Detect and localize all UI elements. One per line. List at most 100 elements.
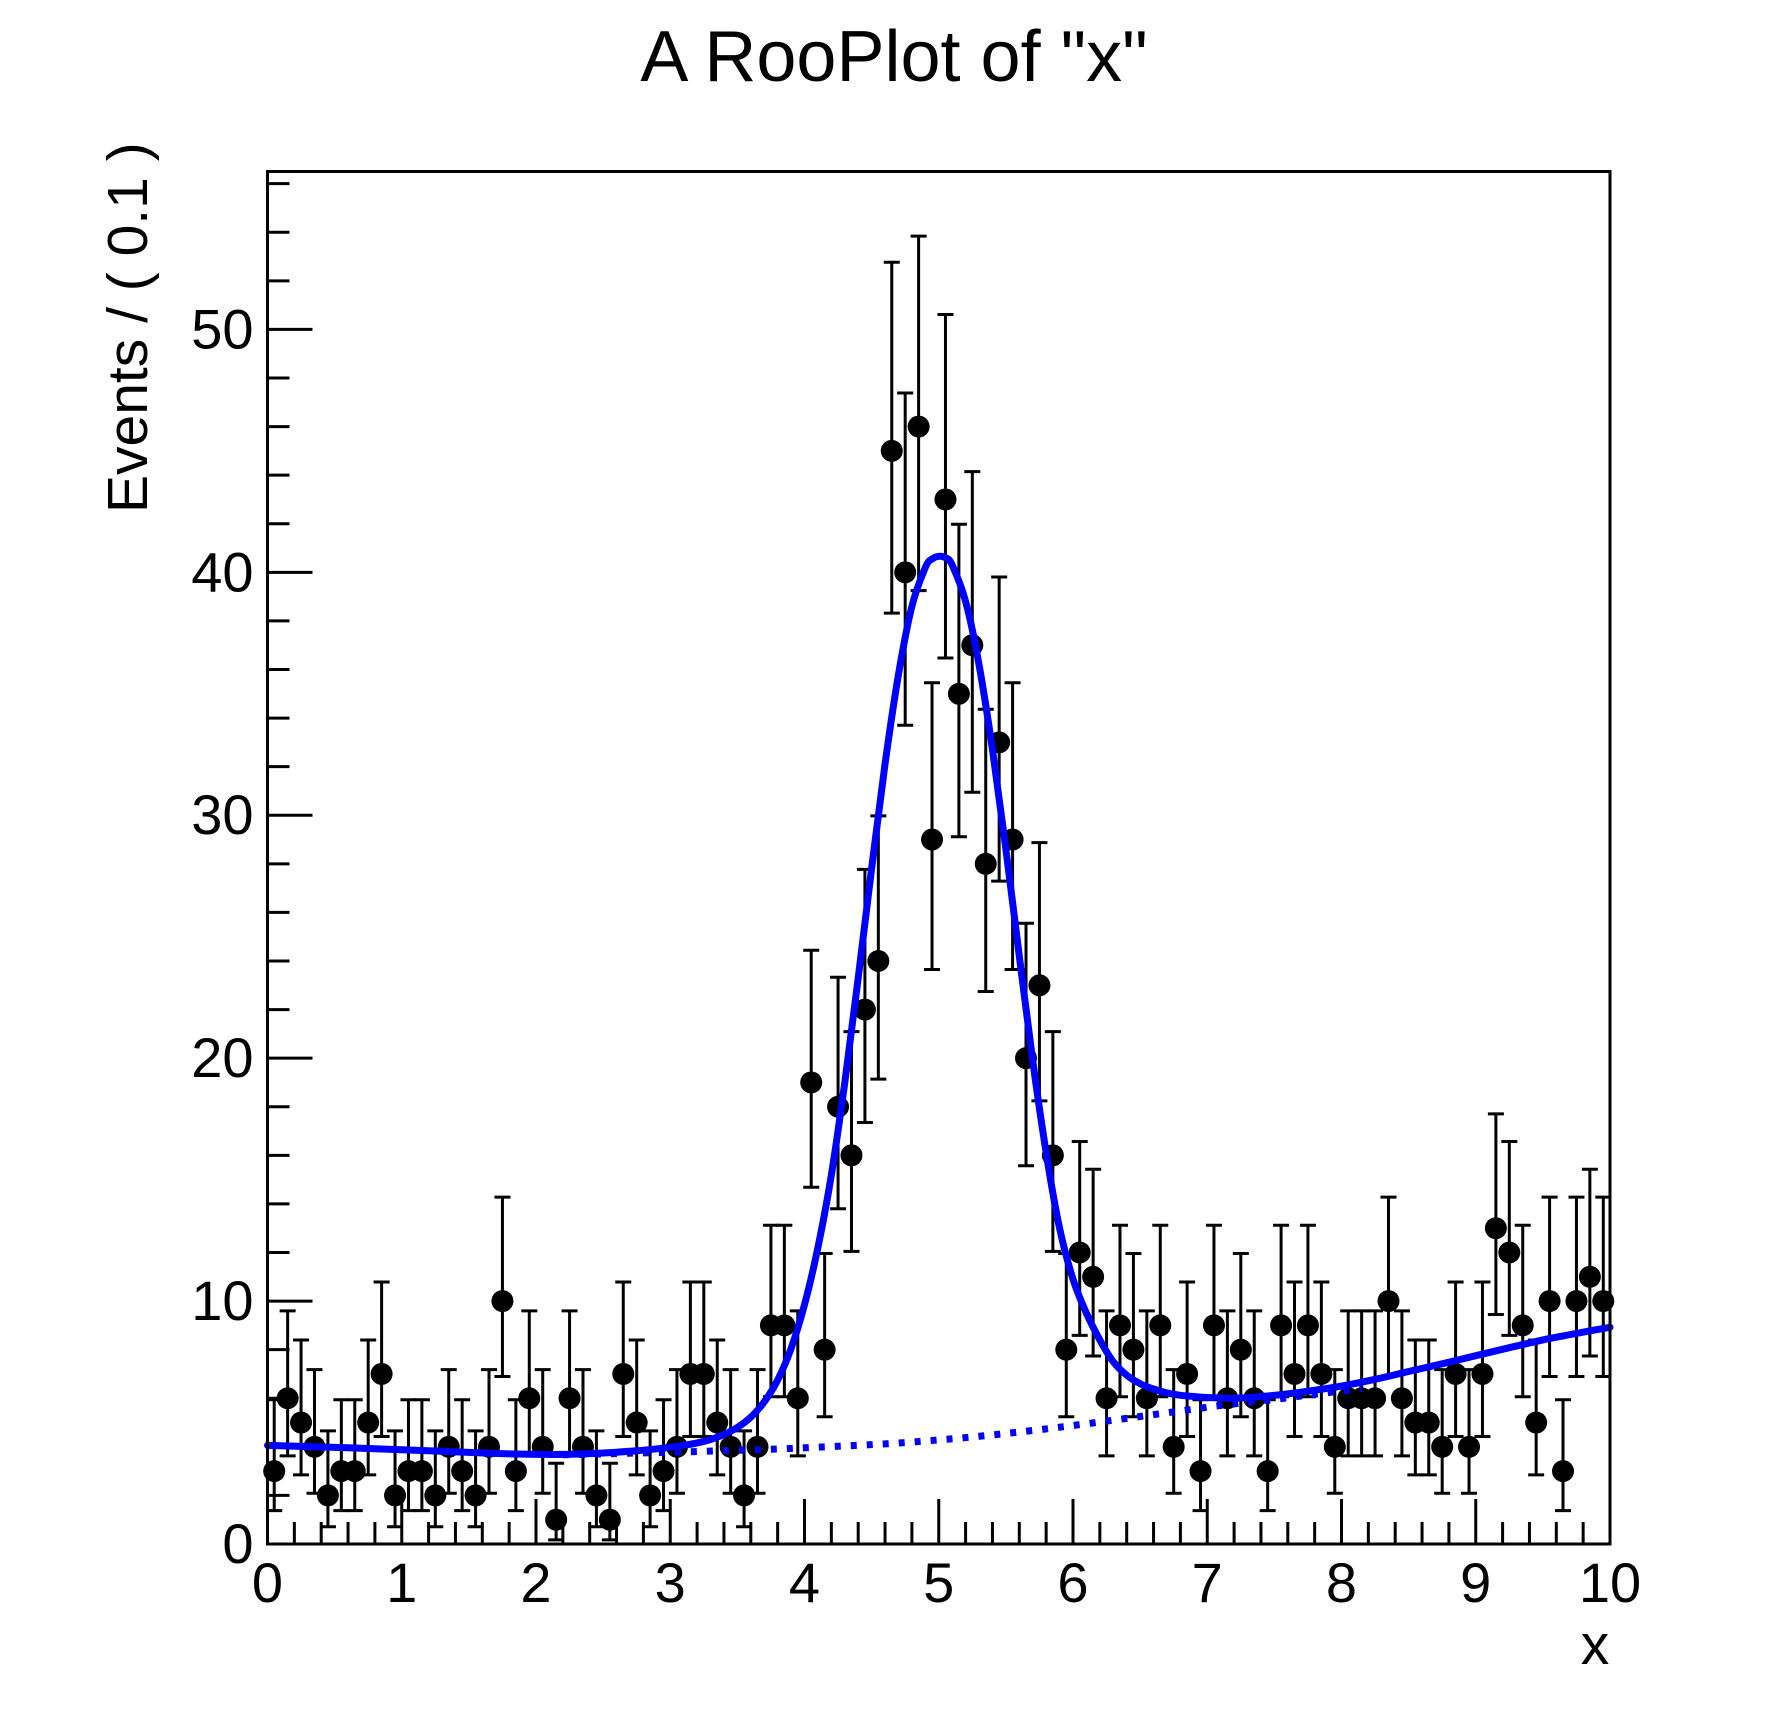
data-marker (276, 1387, 299, 1410)
x-tick-label: 5 (923, 1551, 954, 1614)
data-marker (316, 1484, 339, 1507)
data-marker (1310, 1362, 1333, 1385)
y-tick-label: 20 (191, 1026, 253, 1089)
chart-title: A RooPlot of "x" (640, 17, 1148, 97)
data-marker (1135, 1387, 1158, 1410)
data-marker (947, 682, 970, 705)
data-point (1270, 1223, 1293, 1399)
data-point (1229, 1252, 1252, 1419)
data-point (907, 234, 930, 593)
y-tick-label: 40 (191, 540, 253, 603)
data-marker (290, 1411, 313, 1434)
x-axis-tick-labels: 0 1 2 3 4 5 6 7 8 9 10 (252, 1551, 1641, 1614)
data-point (1095, 1309, 1118, 1458)
plot-frame (266, 170, 1612, 1546)
data-marker (1296, 1314, 1319, 1337)
data-point (692, 1280, 715, 1439)
data-point (343, 1398, 366, 1513)
data-marker (612, 1362, 635, 1385)
data-point (276, 1309, 299, 1458)
data-marker (1095, 1387, 1118, 1410)
data-marker (800, 1071, 823, 1094)
data-marker (853, 998, 876, 1021)
data-marker (1229, 1338, 1252, 1361)
data-point (491, 1195, 514, 1378)
data-point (921, 681, 944, 972)
data-marker (1028, 974, 1051, 997)
data-marker (1471, 1362, 1494, 1385)
data-marker (1484, 1217, 1507, 1240)
x-tick-label: 3 (655, 1551, 686, 1614)
data-marker (1458, 1435, 1481, 1458)
data-point (1525, 1338, 1548, 1477)
x-axis-title: x (1580, 1613, 1610, 1677)
data-point (612, 1280, 635, 1439)
fit-curve (264, 552, 1614, 1458)
data-point (1417, 1338, 1440, 1477)
data-marker (773, 1314, 796, 1337)
data-marker (357, 1411, 380, 1434)
data-point (1189, 1398, 1212, 1513)
data-point (545, 1461, 568, 1542)
data-point (1364, 1309, 1387, 1458)
data-point (1484, 1112, 1507, 1317)
data-point (1565, 1195, 1588, 1378)
data-marker (585, 1484, 608, 1507)
data-marker (652, 1460, 675, 1483)
data-point (679, 1280, 702, 1439)
data-marker (451, 1460, 474, 1483)
data-marker (840, 1144, 863, 1167)
data-point (813, 1252, 836, 1419)
data-point (518, 1309, 541, 1458)
data-marker (1417, 1411, 1440, 1434)
data-point (1055, 1252, 1078, 1419)
data-marker (813, 1338, 836, 1361)
x-tick-label: 10 (1579, 1551, 1641, 1614)
data-point (1471, 1280, 1494, 1439)
y-tick-label: 10 (191, 1269, 253, 1332)
data-point (410, 1398, 433, 1513)
data-marker (558, 1387, 581, 1410)
data-point (1310, 1280, 1333, 1439)
data-marker (1578, 1265, 1601, 1288)
data-point (894, 391, 917, 727)
data-point (880, 260, 903, 615)
data-marker (880, 439, 903, 462)
data-marker (625, 1411, 648, 1434)
data-marker (598, 1508, 621, 1531)
data-marker (1498, 1241, 1521, 1264)
data-point (598, 1461, 621, 1542)
data-marker (370, 1362, 393, 1385)
data-point (464, 1429, 487, 1529)
data-point (1458, 1368, 1481, 1495)
data-marker (1082, 1265, 1105, 1288)
data-marker (733, 1484, 756, 1507)
data-marker (974, 852, 997, 875)
data-point (1256, 1398, 1279, 1513)
data-point (531, 1368, 554, 1495)
data-marker (410, 1460, 433, 1483)
y-axis-tick-labels: 0 10 20 30 40 50 (191, 297, 253, 1575)
data-marker (1122, 1338, 1145, 1361)
data-marker (424, 1484, 447, 1507)
data-marker (1055, 1338, 1078, 1361)
data-marker (934, 488, 957, 511)
data-marker (1162, 1435, 1185, 1458)
data-point (1028, 841, 1051, 1103)
data-marker (1270, 1314, 1293, 1337)
data-point (840, 1030, 863, 1253)
data-point (558, 1309, 581, 1458)
y-tick-label: 0 (222, 1512, 253, 1575)
data-point (357, 1338, 380, 1477)
data-marker (1323, 1435, 1346, 1458)
data-point (1243, 1309, 1266, 1458)
data-marker (921, 828, 944, 851)
data-marker (907, 415, 930, 438)
data-point (1283, 1280, 1306, 1439)
data-marker (464, 1484, 487, 1507)
data-marker (1552, 1460, 1575, 1483)
data-point (1296, 1223, 1319, 1399)
data-marker (639, 1484, 662, 1507)
y-tick-label: 30 (191, 783, 253, 846)
data-marker (1256, 1460, 1279, 1483)
